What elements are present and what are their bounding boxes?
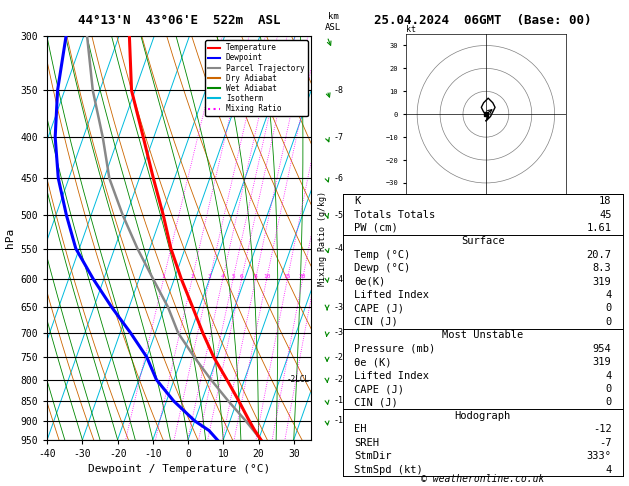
Text: Hodograph: Hodograph <box>455 411 511 421</box>
Text: PW (cm): PW (cm) <box>354 223 398 233</box>
Text: 10: 10 <box>263 274 270 279</box>
Text: 4: 4 <box>605 371 611 381</box>
Text: 18: 18 <box>599 196 611 206</box>
Text: 20.7: 20.7 <box>586 250 611 260</box>
Text: Lifted Index: Lifted Index <box>354 371 429 381</box>
Text: -4: -4 <box>333 275 343 283</box>
Text: K: K <box>354 196 360 206</box>
Text: 1.61: 1.61 <box>586 223 611 233</box>
Text: -2: -2 <box>333 375 343 384</box>
Text: CIN (J): CIN (J) <box>354 317 398 327</box>
Text: 319: 319 <box>593 277 611 287</box>
Text: -12: -12 <box>593 424 611 434</box>
Text: θe(K): θe(K) <box>354 277 385 287</box>
Text: -1: -1 <box>333 397 343 405</box>
Text: StmDir: StmDir <box>354 451 391 461</box>
Legend: Temperature, Dewpoint, Parcel Trajectory, Dry Adiabat, Wet Adiabat, Isotherm, Mi: Temperature, Dewpoint, Parcel Trajectory… <box>205 40 308 116</box>
Text: Dewp (°C): Dewp (°C) <box>354 263 410 273</box>
X-axis label: Dewpoint / Temperature (°C): Dewpoint / Temperature (°C) <box>88 465 270 474</box>
Text: -8: -8 <box>333 86 343 95</box>
Text: 333°: 333° <box>586 451 611 461</box>
Text: Lifted Index: Lifted Index <box>354 290 429 300</box>
Text: 15: 15 <box>284 274 291 279</box>
Text: Surface: Surface <box>461 236 504 246</box>
Text: © weatheronline.co.uk: © weatheronline.co.uk <box>421 473 545 484</box>
Text: km
ASL: km ASL <box>325 12 342 32</box>
Text: 0: 0 <box>605 317 611 327</box>
Text: -7: -7 <box>333 133 343 141</box>
Text: kt: kt <box>406 25 416 34</box>
Text: 8.3: 8.3 <box>593 263 611 273</box>
Text: 20: 20 <box>299 274 306 279</box>
Text: CAPE (J): CAPE (J) <box>354 303 404 313</box>
Text: -1: -1 <box>333 417 343 425</box>
Text: 1: 1 <box>162 274 165 279</box>
Text: Pressure (mb): Pressure (mb) <box>354 344 435 354</box>
Text: CIN (J): CIN (J) <box>354 398 398 407</box>
Text: 5: 5 <box>231 274 235 279</box>
Text: 4: 4 <box>605 465 611 474</box>
Text: 0: 0 <box>605 398 611 407</box>
Text: 44°13'N  43°06'E  522m  ASL: 44°13'N 43°06'E 522m ASL <box>78 14 281 27</box>
Text: 0: 0 <box>605 303 611 313</box>
Text: 4: 4 <box>221 274 225 279</box>
Text: Most Unstable: Most Unstable <box>442 330 523 340</box>
Text: -3: -3 <box>333 329 343 337</box>
Text: -6: -6 <box>333 174 343 183</box>
Text: Temp (°C): Temp (°C) <box>354 250 410 260</box>
Text: 8: 8 <box>253 274 257 279</box>
Text: 4: 4 <box>605 290 611 300</box>
Text: Totals Totals: Totals Totals <box>354 209 435 220</box>
Text: -4: -4 <box>333 244 343 253</box>
Text: 45: 45 <box>599 209 611 220</box>
Text: 25.04.2024  06GMT  (Base: 00): 25.04.2024 06GMT (Base: 00) <box>374 14 591 27</box>
Text: SREH: SREH <box>354 438 379 448</box>
Text: StmSpd (kt): StmSpd (kt) <box>354 465 423 474</box>
Text: 3: 3 <box>208 274 211 279</box>
Text: CAPE (J): CAPE (J) <box>354 384 404 394</box>
Text: 0: 0 <box>605 384 611 394</box>
Text: Mixing Ratio (g/kg): Mixing Ratio (g/kg) <box>318 191 327 286</box>
Text: -5: -5 <box>333 211 343 220</box>
Text: 319: 319 <box>593 357 611 367</box>
Text: θe (K): θe (K) <box>354 357 391 367</box>
Y-axis label: hPa: hPa <box>5 228 15 248</box>
Text: -2LCL: -2LCL <box>286 375 309 384</box>
Text: EH: EH <box>354 424 367 434</box>
Text: -7: -7 <box>599 438 611 448</box>
Text: 6: 6 <box>240 274 243 279</box>
Text: -2: -2 <box>333 353 343 362</box>
Text: 2: 2 <box>190 274 194 279</box>
Text: 954: 954 <box>593 344 611 354</box>
Text: -3: -3 <box>333 302 343 312</box>
